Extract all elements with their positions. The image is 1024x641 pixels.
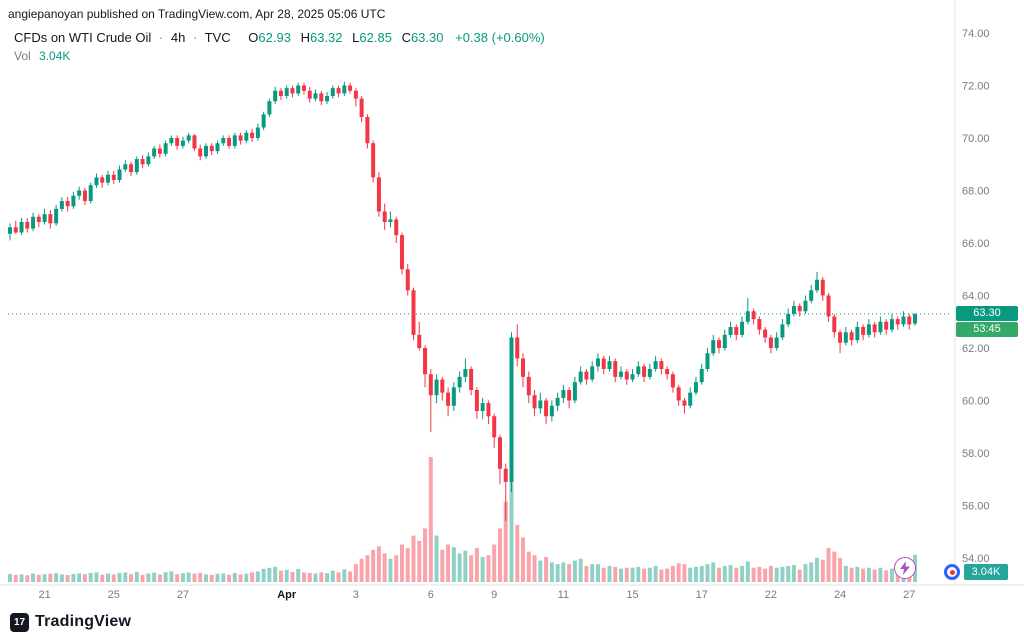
svg-text:17: 17 — [696, 589, 708, 601]
volume-label: Vol — [14, 49, 31, 63]
svg-text:3: 3 — [353, 589, 359, 601]
symbol-title: CFDs on WTI Crude Oil — [14, 30, 152, 45]
close-value: 63.30 — [410, 30, 444, 45]
price-axis[interactable] — [955, 0, 1024, 585]
tradingview-logo-icon[interactable]: 17 — [10, 612, 29, 632]
legend-separator: · — [158, 30, 164, 45]
svg-text:64.00: 64.00 — [962, 291, 990, 303]
svg-text:6: 6 — [428, 589, 434, 601]
svg-text:24: 24 — [834, 589, 846, 601]
svg-text:60.00: 60.00 — [962, 396, 990, 408]
svg-text:58.00: 58.00 — [962, 448, 990, 460]
legend-separator: · — [192, 30, 198, 45]
price-chart[interactable]: 74.00 72.00 70.00 68.00 66.00 64.00 62.00 60.00… — [0, 0, 1024, 605]
svg-text:74.00: 74.00 — [962, 28, 990, 40]
volume-badge: 3.04K — [964, 564, 1008, 580]
volume-layer — [8, 457, 917, 582]
svg-text:22: 22 — [765, 589, 777, 601]
low-label: L — [352, 30, 360, 45]
low-value: 62.85 — [359, 30, 392, 45]
ohlc-values: O62.93 H63.32 L62.85 C63.30 +0.38 (+0.60… — [242, 30, 544, 45]
lightning-bolt-icon — [900, 561, 910, 575]
countdown-badge: 53:45 — [956, 321, 1018, 337]
svg-text:27: 27 — [177, 589, 189, 601]
attribution-text: angiepanoyan published on TradingView.co… — [8, 7, 386, 21]
exchange-label: TVC — [204, 30, 231, 45]
svg-text:11: 11 — [558, 589, 569, 601]
source-logo-icon[interactable] — [944, 564, 960, 580]
high-value: 63.32 — [309, 30, 343, 45]
svg-text:21: 21 — [38, 589, 50, 601]
svg-text:72.00: 72.00 — [962, 81, 990, 93]
open-value: 62.93 — [258, 30, 291, 45]
svg-text:15: 15 — [626, 589, 638, 601]
svg-text:54.00: 54.00 — [962, 553, 990, 565]
close-label: C — [401, 30, 411, 45]
volume-value: 3.04K — [39, 49, 71, 63]
last-price-badge: 63.30 — [956, 305, 1018, 321]
high-label: H — [300, 30, 310, 45]
symbol-legend: CFDs on WTI Crude Oil · 4h · TVC O62.93 … — [14, 30, 545, 45]
tradingview-wordmark[interactable]: TradingView — [35, 613, 132, 630]
footer-bar: 17 TradingView — [0, 603, 1024, 641]
svg-text:56.00: 56.00 — [962, 501, 990, 513]
svg-text:68.00: 68.00 — [962, 186, 990, 198]
svg-text:9: 9 — [491, 589, 497, 601]
svg-text:70.00: 70.00 — [962, 133, 990, 145]
svg-text:27: 27 — [903, 589, 915, 601]
candles-layer — [8, 81, 917, 522]
svg-text:62.00: 62.00 — [962, 343, 990, 355]
time-axis[interactable] — [0, 585, 955, 603]
volume-legend: Vol 3.04K — [14, 49, 70, 63]
svg-text:66.00: 66.00 — [962, 238, 990, 250]
interval-label: 4h — [170, 30, 186, 45]
svg-text:25: 25 — [108, 589, 120, 601]
change-value: +0.38 (+0.60%) — [455, 30, 545, 45]
open-label: O — [248, 30, 259, 45]
flash-icon[interactable] — [894, 557, 916, 579]
svg-text:Apr: Apr — [277, 589, 297, 601]
